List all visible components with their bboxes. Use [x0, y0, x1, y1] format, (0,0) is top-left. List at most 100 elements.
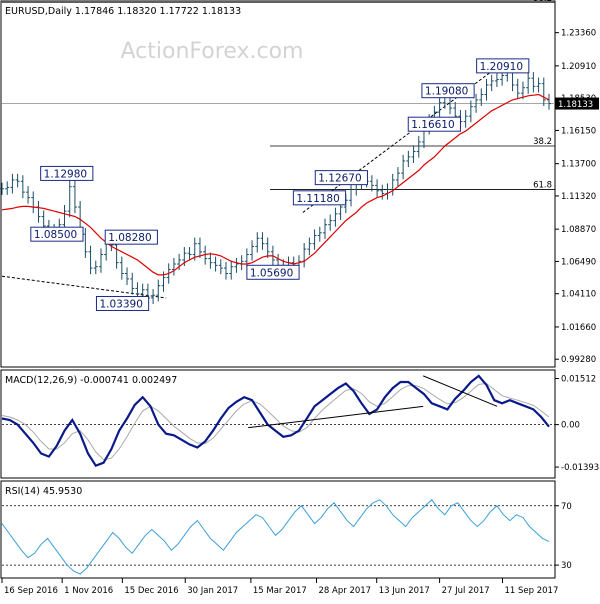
- price-bar: [312, 229, 317, 250]
- price-panel: [0, 0, 556, 368]
- price-y-tick-label: 1.16150: [561, 126, 596, 136]
- price-bar: [411, 145, 416, 163]
- macd-layer: 0.01512 0.00 -0.013938: [1, 374, 600, 473]
- price-bar: [203, 245, 208, 265]
- price-bar: [395, 167, 400, 187]
- price-bar: [213, 256, 218, 272]
- rsi-layer: 70 30: [1, 499, 572, 575]
- rsi-line: [1, 499, 550, 575]
- fib-level-label: 38.2: [533, 0, 552, 3]
- fib-level-label: 38.2: [533, 137, 552, 147]
- price-bar: [151, 289, 156, 305]
- price-bar: [474, 93, 479, 113]
- annotation-label: 1.12670: [318, 173, 361, 185]
- price-bar: [88, 245, 93, 275]
- annotation-label: 1.11180: [296, 193, 339, 205]
- price-bar: [484, 78, 489, 101]
- price-bar: [260, 232, 265, 250]
- price-bar: [10, 173, 15, 194]
- price-bar: [463, 110, 468, 128]
- price-annotation: 1.20910: [476, 58, 530, 74]
- price-y-tick-label: 1.08870: [561, 225, 596, 235]
- price-bar: [98, 248, 103, 273]
- price-bar: [187, 247, 192, 261]
- price-bar: [401, 154, 406, 180]
- macd-y-tick-label: 0.01512: [561, 375, 596, 385]
- fib-level-label: 61.8: [533, 180, 552, 190]
- moving-average-line: [1, 93, 550, 276]
- annotation-label: 1.20910: [480, 61, 523, 73]
- current-price-label: 1.18133: [558, 100, 593, 110]
- price-annotation: 1.12980: [40, 165, 94, 181]
- price-bar: [208, 252, 213, 269]
- price-bar: [520, 81, 525, 100]
- x-tick-label: 27 Jul 2017: [442, 586, 490, 596]
- price-bar: [265, 237, 270, 258]
- price-bar: [515, 78, 520, 100]
- annotation-box: [407, 116, 461, 132]
- price-annotation: 1.08500: [30, 226, 84, 242]
- price-y-tick-label: 1.11320: [561, 192, 596, 202]
- price-bar: [15, 173, 20, 188]
- price-y-tick-label: 1.13700: [561, 160, 596, 170]
- price-bar: [125, 267, 130, 286]
- price-bar: [526, 72, 531, 94]
- macd-trendline: [248, 405, 424, 429]
- price-bar: [67, 180, 72, 218]
- x-tick-label: 13 Jun 2017: [379, 586, 430, 596]
- price-bar: [93, 260, 98, 275]
- price-y-tick-label: 1.01660: [561, 323, 596, 333]
- annotation-label: 1.12980: [44, 168, 87, 180]
- watermark: ActionForex.com: [121, 39, 304, 64]
- price-bar: [328, 214, 333, 231]
- price-bar: [62, 205, 67, 231]
- annotation-label: 1.08280: [108, 232, 151, 244]
- price-y-tick-label: 1.06490: [561, 257, 596, 267]
- annotation-box: [95, 295, 150, 311]
- price-annotation: 1.19080: [421, 83, 475, 99]
- price-bar: [307, 237, 312, 256]
- price-bar: [536, 77, 541, 93]
- price-bar: [197, 237, 202, 258]
- price-annotation: 1.12670: [314, 170, 368, 186]
- price-bar: [380, 184, 385, 200]
- price-annotation: 1.05690: [246, 264, 300, 280]
- price-bar: [317, 226, 322, 242]
- price-bar: [468, 100, 473, 123]
- price-y-tick-label: 1.23360: [561, 29, 596, 39]
- annotation-box: [30, 226, 84, 242]
- rsi-y-tick-label: 70: [561, 502, 572, 512]
- price-y-tick-label: 1.04110: [561, 290, 596, 300]
- price-bar: [390, 173, 395, 196]
- price-bar: [494, 73, 499, 88]
- x-axis: 16 Sep 2016 1 Nov 2016 15 Dec 2016 30 Jan 2…: [1, 578, 558, 596]
- annotation-label: 1.05690: [250, 267, 293, 279]
- annotation-box: [421, 83, 475, 99]
- price-bar: [531, 72, 536, 93]
- x-tick-label: 28 Apr 2017: [319, 586, 372, 596]
- macd-y-tick-label: 0.00: [561, 421, 580, 431]
- price-annotation: 1.16610: [407, 116, 461, 132]
- price-bar: [234, 257, 239, 273]
- x-tick-label: 15 Dec 2016: [124, 586, 178, 596]
- price-y-tick-label: 1.20910: [561, 62, 596, 72]
- current-price-tag: [555, 97, 599, 110]
- price-bar: [5, 181, 10, 195]
- annotation-label: 1.08500: [34, 229, 77, 241]
- price-bar: [437, 96, 442, 119]
- price-bar: [322, 218, 327, 239]
- price-bar: [229, 260, 234, 280]
- price-annotation: 1.03390: [95, 295, 150, 311]
- rsi-panel: [0, 480, 556, 579]
- price-bar: [156, 279, 161, 302]
- annotation-box: [104, 229, 158, 245]
- price-bar: [83, 228, 88, 258]
- price-layer: 0.99280 1.01660 1.04110 1.06490 1.08870 1.113…: [0, 0, 599, 365]
- price-bar: [255, 232, 260, 253]
- macd-line: [1, 374, 550, 468]
- rsi-y-tick-label: 30: [561, 561, 572, 571]
- price-bar: [489, 74, 494, 92]
- x-tick-label: 30 Jan 2017: [187, 586, 238, 596]
- annotation-label: 1.03390: [99, 298, 142, 310]
